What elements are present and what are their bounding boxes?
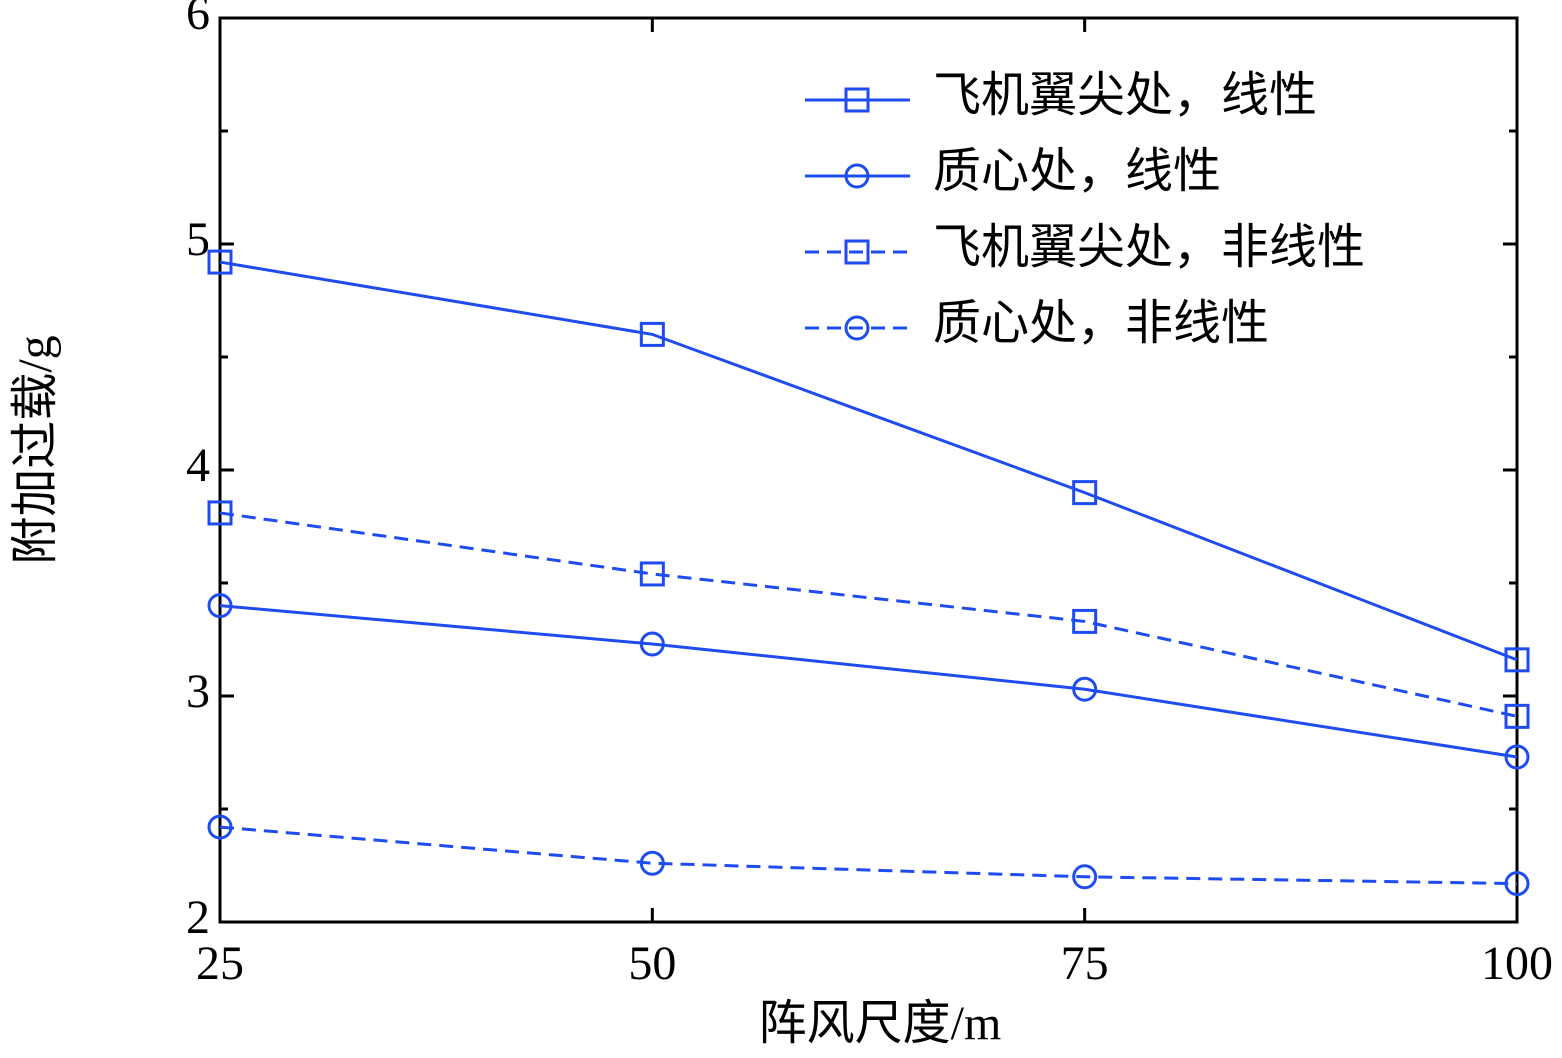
x-tick-label: 50 [628, 937, 676, 990]
y-tick-label: 4 [186, 439, 210, 492]
marker [1072, 864, 1098, 890]
legend-label: 飞机翼尖处，线性 [933, 69, 1317, 122]
legend-marker [844, 87, 870, 113]
legend-label: 质心处，线性 [933, 145, 1221, 198]
marker [1504, 871, 1530, 897]
y-tick-label: 3 [186, 665, 210, 718]
legend-marker [844, 163, 870, 189]
x-tick-label: 75 [1061, 937, 1109, 990]
marker [639, 631, 665, 657]
legend-marker [844, 239, 870, 265]
marker [1504, 647, 1530, 673]
marker [1504, 744, 1530, 770]
legend-label: 飞机翼尖处，非线性 [933, 221, 1365, 274]
marker [207, 814, 233, 840]
x-axis-label: 阵风尺度/m [759, 997, 1002, 1050]
legend-label: 质心处，非线性 [933, 297, 1269, 350]
y-tick-label: 6 [186, 0, 210, 40]
x-tick-label: 25 [196, 937, 244, 990]
marker [1072, 480, 1098, 506]
marker [207, 249, 233, 275]
marker [639, 850, 665, 876]
series-line [219, 511, 1518, 718]
series-line [219, 260, 1518, 662]
x-tick-label: 100 [1481, 937, 1553, 990]
series-line [219, 604, 1518, 759]
legend-marker [844, 315, 870, 341]
y-tick-label: 5 [186, 213, 210, 266]
y-axis-label: 附加过载/g [9, 335, 62, 564]
plot-frame [218, 16, 1519, 924]
marker [639, 561, 665, 587]
y-tick-label: 2 [186, 891, 210, 944]
series-line [219, 825, 1518, 886]
marker [1072, 676, 1098, 702]
marker [207, 500, 233, 526]
marker [1504, 703, 1530, 729]
marker [639, 321, 665, 347]
marker [207, 593, 233, 619]
marker [1072, 608, 1098, 634]
